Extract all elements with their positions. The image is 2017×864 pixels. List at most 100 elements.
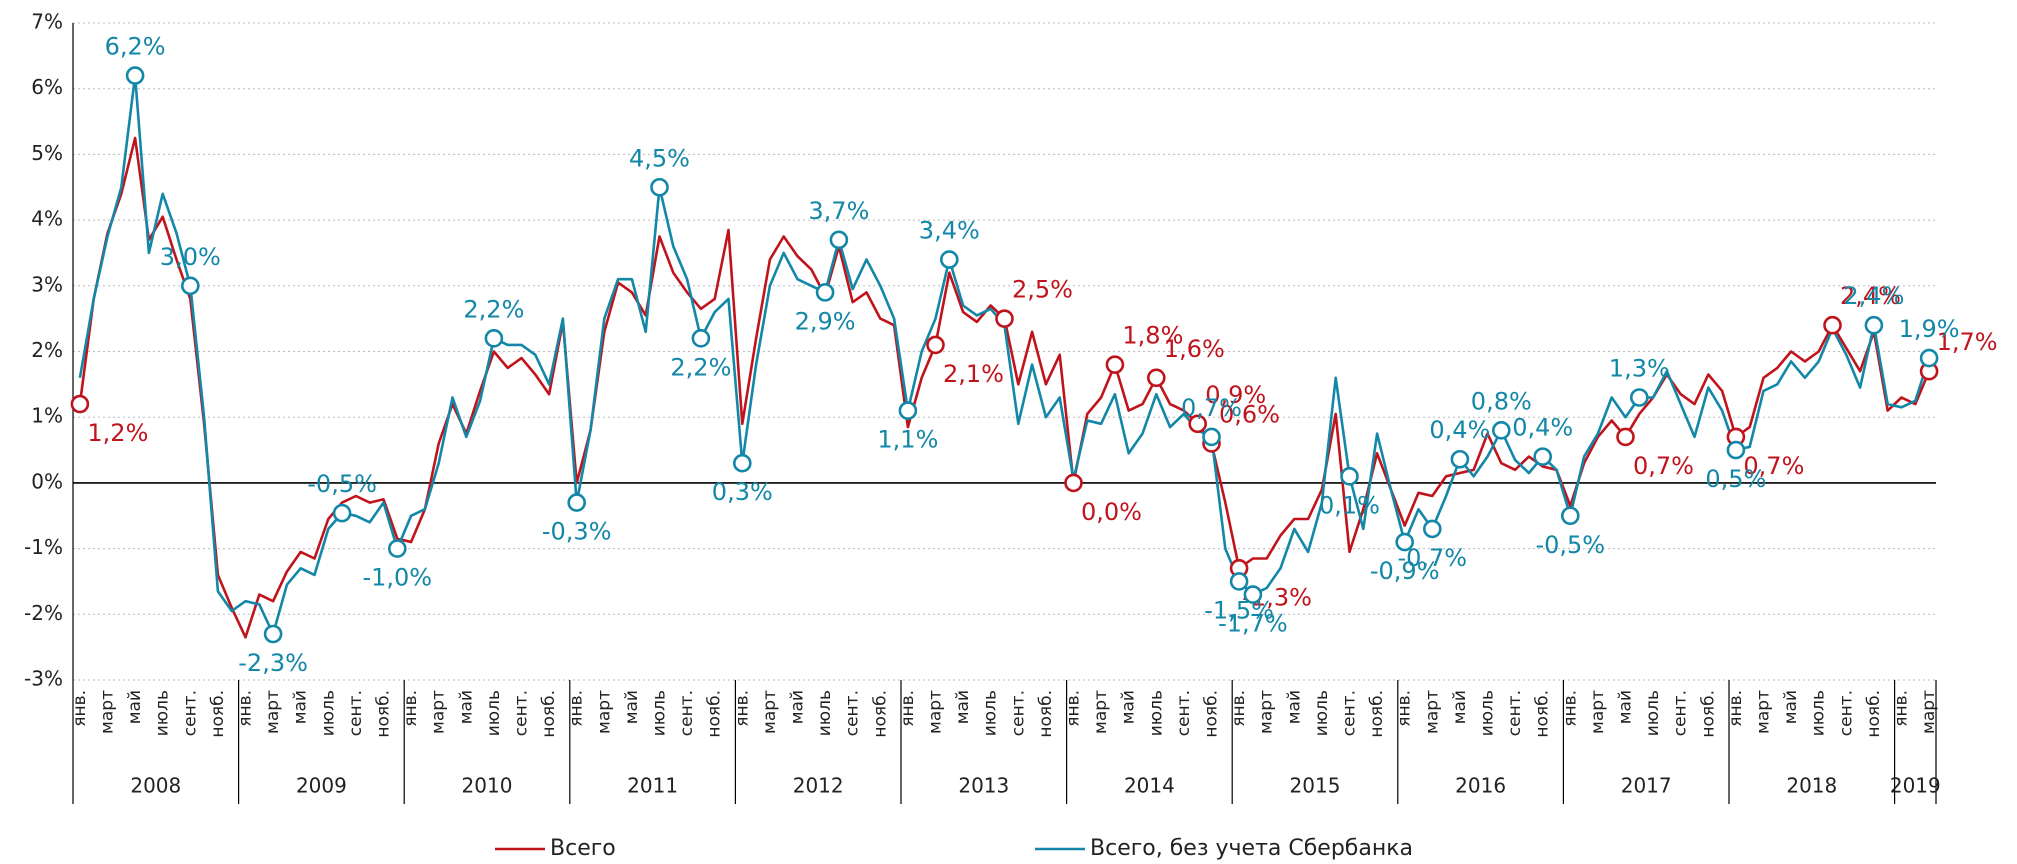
x-tick-label: май bbox=[1450, 690, 1470, 724]
x-tick-label: март bbox=[429, 690, 449, 734]
point-marker bbox=[1450, 449, 1470, 469]
x-tick-label: май bbox=[1616, 690, 1636, 724]
data-label: -1,0% bbox=[362, 564, 432, 592]
data-label: -0,5% bbox=[1535, 531, 1605, 559]
y-tick-label: 4% bbox=[31, 207, 63, 231]
x-tick-label: май bbox=[622, 690, 642, 724]
x-tick-label: нояб. bbox=[1036, 690, 1056, 738]
data-label: 2,2% bbox=[670, 353, 731, 381]
point-marker bbox=[1064, 473, 1083, 493]
point-marker bbox=[1229, 572, 1249, 591]
x-tick-label: сент. bbox=[1008, 690, 1028, 736]
x-tick-label: май bbox=[953, 690, 973, 724]
y-tick-label: 1% bbox=[31, 404, 63, 428]
point-marker bbox=[732, 453, 752, 473]
point-marker bbox=[1919, 348, 1939, 368]
data-label: 2,2% bbox=[463, 295, 524, 323]
year-label: 2008 bbox=[130, 774, 181, 798]
x-tick-label: май bbox=[456, 690, 476, 724]
year-label: 2009 bbox=[296, 774, 347, 798]
year-label: 2019 bbox=[1890, 774, 1941, 798]
year-label: 2010 bbox=[462, 774, 513, 798]
point-marker bbox=[1823, 315, 1842, 335]
point-marker bbox=[1726, 440, 1746, 460]
point-marker bbox=[1188, 414, 1207, 434]
x-tick-label: нояб. bbox=[539, 690, 559, 738]
x-tick-label: март bbox=[760, 690, 780, 734]
data-label: 0,4% bbox=[1512, 414, 1573, 442]
data-label: 1,7% bbox=[1937, 328, 1998, 356]
point-marker bbox=[898, 401, 918, 420]
x-tick-label: март bbox=[1257, 690, 1277, 734]
y-tick-label: 3% bbox=[31, 272, 63, 296]
data-label: 6,2% bbox=[105, 33, 166, 61]
point-marker bbox=[1630, 388, 1649, 407]
x-tick-label: июль bbox=[1643, 690, 1663, 736]
point-marker bbox=[1395, 532, 1414, 552]
data-label: 2,4% bbox=[1843, 282, 1904, 310]
data-label: 1,6% bbox=[1164, 335, 1225, 363]
point-marker bbox=[650, 177, 669, 197]
x-tick-label: нояб. bbox=[374, 690, 394, 738]
year-label: 2014 bbox=[1124, 774, 1175, 798]
x-tick-label: нояб. bbox=[1367, 690, 1387, 738]
x-tick-label: май bbox=[1781, 690, 1801, 724]
data-label: 3,7% bbox=[808, 197, 869, 225]
data-label: 0,5% bbox=[1705, 465, 1766, 493]
x-tick-label: янв. bbox=[1726, 690, 1746, 727]
year-label: 2016 bbox=[1455, 774, 1506, 798]
x-tick-label: май bbox=[1284, 690, 1304, 724]
x-tick-label: сент. bbox=[1836, 690, 1856, 736]
x-tick-label: янв. bbox=[1560, 690, 1580, 727]
data-label: 3,4% bbox=[919, 217, 980, 245]
data-label: 0,1% bbox=[1319, 491, 1380, 519]
y-tick-label: -2% bbox=[24, 601, 63, 625]
point-marker bbox=[1423, 519, 1442, 539]
x-tick-label: март bbox=[1919, 690, 1939, 734]
y-tick-label: 2% bbox=[31, 338, 63, 362]
x-tick-label: март bbox=[1422, 690, 1442, 734]
data-label: 2,9% bbox=[795, 307, 856, 335]
y-tick-label: -1% bbox=[24, 535, 63, 559]
x-tick-label: янв. bbox=[898, 690, 918, 727]
x-tick-label: май bbox=[125, 690, 145, 724]
x-tick-label: янв. bbox=[1064, 690, 1084, 727]
data-label: 1,1% bbox=[877, 426, 938, 454]
point-marker bbox=[70, 394, 90, 414]
point-marker bbox=[939, 250, 959, 269]
x-tick-label: нояб. bbox=[705, 690, 725, 738]
x-tick-label: март bbox=[594, 690, 614, 734]
point-marker bbox=[1864, 315, 1884, 335]
x-tick-label: июль bbox=[815, 690, 835, 736]
point-marker bbox=[1492, 421, 1511, 440]
x-tick-label: май bbox=[291, 690, 311, 724]
x-tick-label: нояб. bbox=[870, 690, 890, 738]
year-label: 2013 bbox=[958, 774, 1009, 798]
x-tick-label: июль bbox=[1809, 690, 1829, 736]
point-marker bbox=[387, 539, 407, 558]
point-marker bbox=[181, 276, 200, 296]
data-label: -1,7% bbox=[1218, 610, 1288, 638]
x-tick-label: сент. bbox=[346, 690, 366, 736]
x-tick-label: июль bbox=[153, 690, 173, 736]
y-tick-label: 5% bbox=[31, 141, 63, 165]
x-tick-label: март bbox=[1091, 690, 1111, 734]
year-label: 2012 bbox=[793, 774, 844, 798]
point-marker bbox=[815, 283, 835, 302]
data-label: 0,7% bbox=[1181, 394, 1242, 422]
point-marker bbox=[1243, 585, 1263, 604]
x-tick-label: янв. bbox=[1892, 690, 1912, 727]
point-marker bbox=[484, 329, 504, 348]
x-tick-label: март bbox=[926, 690, 946, 734]
data-label: -0,9% bbox=[1370, 557, 1440, 585]
data-label: 0,7% bbox=[1633, 452, 1694, 480]
series-line bbox=[78, 136, 1931, 639]
year-label: 2017 bbox=[1621, 774, 1672, 798]
x-tick-label: июль bbox=[981, 690, 1001, 736]
x-tick-label: июль bbox=[1478, 690, 1498, 736]
x-tick-label: май bbox=[788, 690, 808, 724]
x-tick-label: сент. bbox=[1340, 690, 1360, 736]
data-label: 0,6% bbox=[1219, 400, 1280, 428]
data-label: 1,2% bbox=[87, 419, 148, 447]
